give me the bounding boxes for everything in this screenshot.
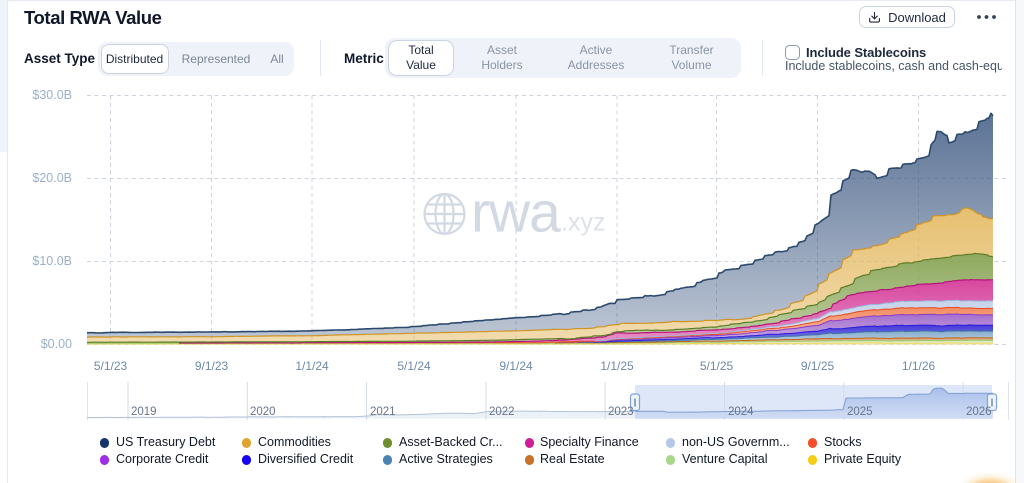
svg-text:.xyz: .xyz [561,209,605,237]
svg-text:rwa: rwa [471,181,561,245]
